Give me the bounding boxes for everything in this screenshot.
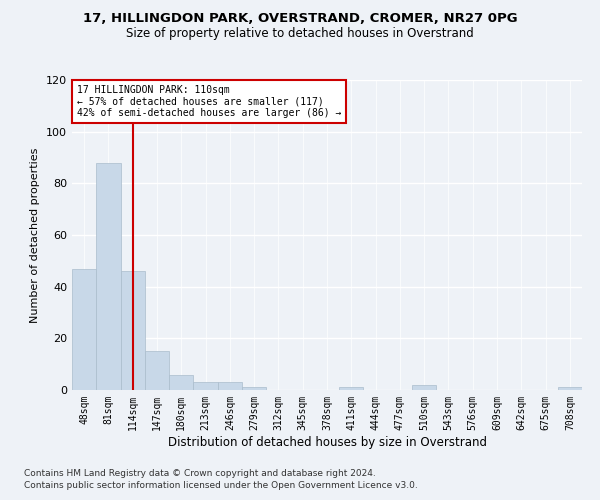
Bar: [193, 382, 218, 390]
Text: Contains public sector information licensed under the Open Government Licence v3: Contains public sector information licen…: [24, 481, 418, 490]
Text: 17 HILLINGDON PARK: 110sqm
← 57% of detached houses are smaller (117)
42% of sem: 17 HILLINGDON PARK: 110sqm ← 57% of deta…: [77, 84, 341, 118]
Text: 17, HILLINGDON PARK, OVERSTRAND, CROMER, NR27 0PG: 17, HILLINGDON PARK, OVERSTRAND, CROMER,…: [83, 12, 517, 26]
Bar: [169, 374, 193, 390]
Bar: [339, 388, 364, 390]
Bar: [412, 385, 436, 390]
Bar: [145, 351, 169, 390]
Bar: [242, 388, 266, 390]
Bar: [121, 271, 145, 390]
Bar: [218, 382, 242, 390]
Bar: [72, 268, 96, 390]
Text: Contains HM Land Registry data © Crown copyright and database right 2024.: Contains HM Land Registry data © Crown c…: [24, 468, 376, 477]
X-axis label: Distribution of detached houses by size in Overstrand: Distribution of detached houses by size …: [167, 436, 487, 448]
Text: Size of property relative to detached houses in Overstrand: Size of property relative to detached ho…: [126, 28, 474, 40]
Bar: [558, 388, 582, 390]
Bar: [96, 162, 121, 390]
Y-axis label: Number of detached properties: Number of detached properties: [31, 148, 40, 322]
